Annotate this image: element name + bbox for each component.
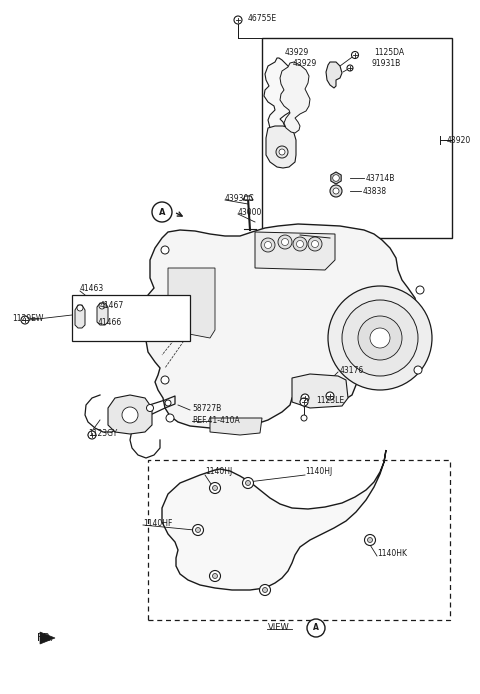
Text: 43838: 43838: [363, 187, 387, 196]
Text: 91931B: 91931B: [371, 58, 400, 67]
Text: FR.: FR.: [37, 633, 53, 643]
Text: VIEW: VIEW: [268, 623, 290, 632]
Circle shape: [281, 239, 288, 246]
Text: 43930C: 43930C: [225, 194, 254, 203]
Text: 1125DA: 1125DA: [374, 47, 404, 56]
Circle shape: [21, 316, 29, 324]
Polygon shape: [162, 450, 386, 590]
Circle shape: [161, 246, 169, 254]
Circle shape: [279, 149, 285, 155]
Circle shape: [328, 286, 432, 390]
Text: 1140HJ: 1140HJ: [205, 468, 232, 477]
Circle shape: [416, 286, 424, 294]
Circle shape: [242, 477, 253, 489]
Text: 43176: 43176: [340, 366, 364, 375]
Circle shape: [278, 235, 292, 249]
Text: 41463: 41463: [80, 284, 104, 292]
Circle shape: [414, 366, 422, 374]
Text: 43929: 43929: [293, 58, 317, 67]
Circle shape: [300, 398, 308, 406]
Text: 1123LE: 1123LE: [316, 396, 344, 405]
Polygon shape: [243, 196, 253, 200]
Circle shape: [245, 480, 251, 486]
Text: 43929: 43929: [285, 47, 309, 56]
Circle shape: [333, 175, 339, 181]
Circle shape: [297, 241, 303, 248]
Circle shape: [213, 573, 217, 579]
Polygon shape: [255, 232, 335, 270]
Text: 1140HF: 1140HF: [143, 518, 172, 527]
Bar: [72, 295, 190, 341]
Text: 46755E: 46755E: [248, 13, 277, 22]
Circle shape: [99, 303, 105, 309]
Circle shape: [209, 482, 220, 493]
Text: 1140HK: 1140HK: [377, 550, 407, 559]
Circle shape: [326, 392, 334, 400]
Polygon shape: [266, 126, 296, 168]
Circle shape: [312, 241, 319, 248]
Text: 1140HJ: 1140HJ: [305, 468, 332, 477]
Text: 1129EW: 1129EW: [12, 314, 43, 323]
Polygon shape: [292, 374, 348, 408]
Circle shape: [301, 415, 307, 421]
Circle shape: [264, 242, 272, 248]
Circle shape: [88, 431, 96, 439]
Polygon shape: [40, 632, 55, 644]
Circle shape: [260, 584, 271, 595]
Circle shape: [333, 188, 339, 194]
Text: 43000: 43000: [238, 208, 263, 217]
Circle shape: [342, 300, 418, 376]
Circle shape: [307, 619, 325, 637]
Circle shape: [301, 394, 309, 402]
Circle shape: [293, 237, 307, 251]
Circle shape: [351, 51, 359, 58]
Circle shape: [77, 305, 83, 311]
Circle shape: [276, 146, 288, 158]
Circle shape: [146, 405, 154, 412]
Circle shape: [192, 525, 204, 536]
Circle shape: [261, 238, 275, 252]
Text: 1123GY: 1123GY: [88, 428, 117, 437]
Polygon shape: [210, 418, 262, 435]
Polygon shape: [264, 58, 295, 135]
Circle shape: [364, 534, 375, 545]
Polygon shape: [145, 224, 418, 428]
Circle shape: [308, 237, 322, 251]
Polygon shape: [331, 172, 341, 184]
Text: 43920: 43920: [447, 135, 471, 144]
Circle shape: [368, 537, 372, 543]
Text: A: A: [313, 623, 319, 632]
Circle shape: [213, 486, 217, 491]
Circle shape: [166, 414, 174, 422]
Circle shape: [234, 16, 242, 24]
Text: 43714B: 43714B: [366, 174, 396, 183]
Circle shape: [122, 407, 138, 423]
Polygon shape: [280, 62, 310, 133]
Circle shape: [347, 65, 353, 71]
Bar: [262, 38, 452, 238]
Text: 58727B: 58727B: [192, 403, 221, 412]
Circle shape: [263, 588, 267, 593]
Circle shape: [358, 316, 402, 360]
Text: 41467: 41467: [100, 301, 124, 310]
Bar: [148, 460, 450, 620]
Polygon shape: [168, 268, 215, 338]
Circle shape: [165, 400, 171, 406]
Polygon shape: [97, 303, 108, 325]
Polygon shape: [75, 305, 85, 328]
Circle shape: [195, 527, 201, 532]
Text: REF.41-410A: REF.41-410A: [192, 416, 240, 425]
Circle shape: [209, 570, 220, 582]
Text: 41466: 41466: [98, 317, 122, 326]
Polygon shape: [326, 62, 342, 88]
Circle shape: [330, 185, 342, 197]
Text: A: A: [159, 208, 165, 217]
Circle shape: [161, 376, 169, 384]
Polygon shape: [108, 395, 152, 434]
Circle shape: [370, 328, 390, 348]
Circle shape: [152, 202, 172, 222]
